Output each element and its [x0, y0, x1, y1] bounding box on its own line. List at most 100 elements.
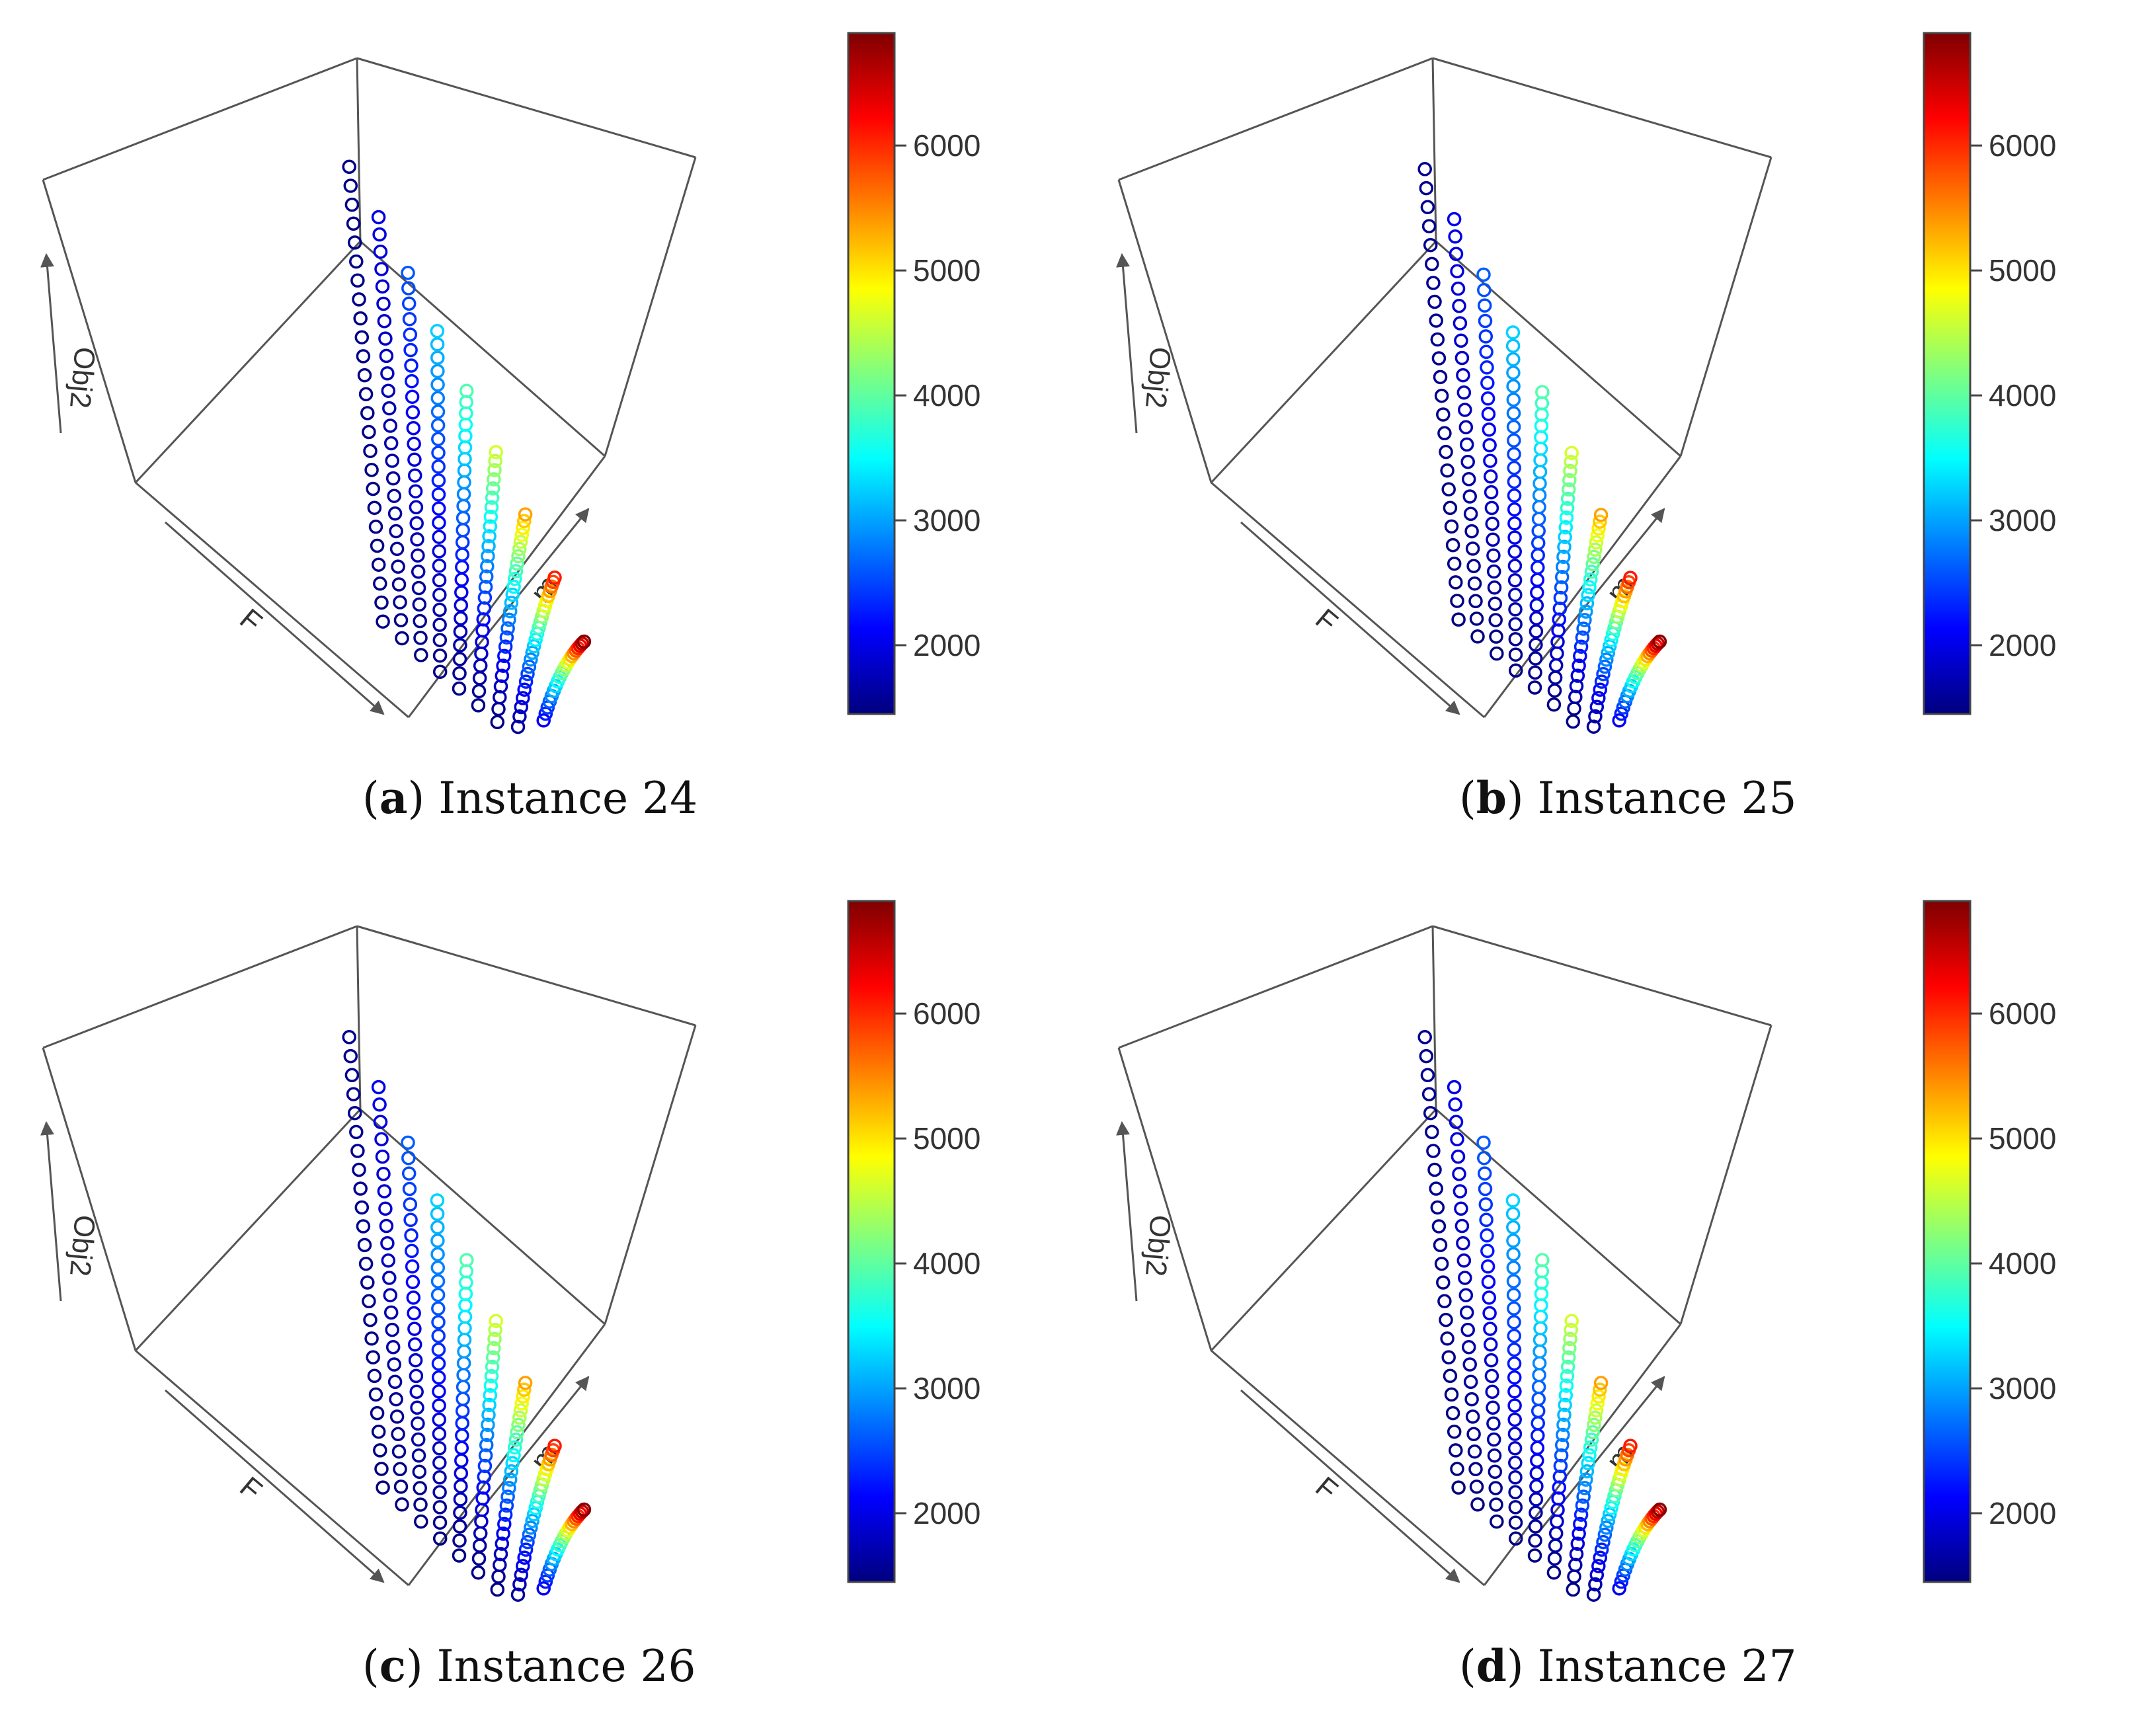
- data-point: [362, 1294, 376, 1309]
- data-point: [1594, 674, 1609, 689]
- data-point: [432, 602, 447, 617]
- data-point: [431, 1356, 446, 1371]
- data-point: [401, 1150, 416, 1165]
- data-point: [575, 636, 590, 651]
- data-point: [1554, 1448, 1569, 1463]
- data-point: [404, 1228, 418, 1243]
- data-point: [366, 1350, 380, 1364]
- obj2-axis-arrow: [40, 253, 62, 434]
- data-point: [406, 1290, 421, 1305]
- data-point: [1430, 332, 1445, 347]
- data-point: [502, 1472, 518, 1487]
- data-point: [1423, 1105, 1438, 1121]
- data-point: [1484, 1353, 1499, 1368]
- data-point: [1567, 701, 1581, 716]
- data-point: [1506, 392, 1521, 407]
- data-point: [454, 1466, 469, 1481]
- data-point: [505, 587, 520, 602]
- data-point: [496, 1526, 510, 1541]
- data-point: [1467, 576, 1482, 591]
- colorbar: 2000 3000 4000 5000 6000: [1923, 32, 2056, 715]
- data-point: [1570, 1536, 1585, 1551]
- data-point: [354, 330, 370, 344]
- data-point: [1591, 691, 1606, 705]
- data-point: [1556, 1427, 1570, 1442]
- data-point: [1590, 528, 1605, 543]
- data-point: [1483, 1337, 1498, 1352]
- data-point: [1505, 325, 1521, 340]
- data-point: [483, 1378, 498, 1393]
- data-point: [459, 1275, 473, 1290]
- data-point: [452, 652, 467, 666]
- data-point: [1454, 333, 1468, 348]
- data-point: [1426, 1144, 1441, 1158]
- data-point: [343, 178, 358, 193]
- data-point: [1548, 670, 1563, 685]
- data-point: [1450, 594, 1464, 608]
- data-point: [547, 1439, 562, 1453]
- data-point: [1584, 1433, 1599, 1447]
- data-point: [1458, 1271, 1472, 1285]
- data-point: [1507, 447, 1521, 461]
- box-edge: [1431, 58, 1437, 242]
- data-point: [374, 1132, 389, 1147]
- data-point: [518, 507, 533, 522]
- data-point: [517, 1382, 532, 1397]
- data-point: [1447, 212, 1462, 227]
- data-point: [1507, 559, 1523, 573]
- data-point: [431, 501, 446, 516]
- plot-box: [1117, 925, 1773, 1587]
- data-point: [1582, 580, 1597, 595]
- data-point: [1508, 1470, 1523, 1485]
- box-edge: [356, 57, 696, 159]
- data-point: [458, 440, 473, 455]
- data-point: [485, 1359, 500, 1374]
- data-point: [1419, 1048, 1434, 1064]
- data-point: [377, 314, 392, 329]
- data-point: [512, 541, 527, 557]
- data-point: [513, 1403, 528, 1418]
- data-point: [1532, 488, 1547, 502]
- plot-box: [42, 57, 697, 719]
- data-point: [1531, 1380, 1546, 1394]
- data-point: [1507, 1384, 1522, 1399]
- data-point: [514, 699, 529, 715]
- data-point: [452, 1519, 467, 1534]
- data-point: [1570, 668, 1585, 683]
- data-point: [522, 659, 537, 674]
- data-point: [363, 1312, 378, 1327]
- data-point: [1533, 1321, 1548, 1335]
- data-point: [1597, 1527, 1613, 1542]
- data-point: [1445, 537, 1460, 553]
- data-point: [1507, 573, 1523, 588]
- data-point: [430, 1234, 445, 1248]
- data-point: [458, 1310, 473, 1324]
- data-point: [432, 558, 447, 573]
- data-point: [431, 1315, 446, 1329]
- data-point: [485, 1350, 500, 1365]
- data-point: [360, 1275, 375, 1290]
- data-point: [1455, 350, 1470, 366]
- data-point: [1534, 418, 1549, 433]
- data-point: [375, 279, 390, 294]
- data-point: [350, 273, 365, 288]
- data-point: [409, 1384, 424, 1400]
- data-point: [1427, 1162, 1442, 1177]
- data-point: [511, 549, 526, 564]
- data-point: [1529, 624, 1544, 639]
- colorbar-tick-label: 4000: [913, 1246, 980, 1281]
- data-point: [524, 1520, 538, 1535]
- data-point: [1507, 1370, 1522, 1385]
- data-point: [489, 1314, 503, 1328]
- data-point: [1589, 1403, 1604, 1418]
- data-point: [1486, 1416, 1501, 1431]
- data-point: [456, 1356, 471, 1370]
- data-point: [1508, 1500, 1523, 1515]
- data-point: [374, 262, 389, 276]
- data-point: [1456, 368, 1470, 383]
- data-point: [407, 1322, 422, 1336]
- data-point: [1506, 1234, 1521, 1248]
- data-point: [1436, 1275, 1451, 1290]
- data-point: [401, 266, 415, 280]
